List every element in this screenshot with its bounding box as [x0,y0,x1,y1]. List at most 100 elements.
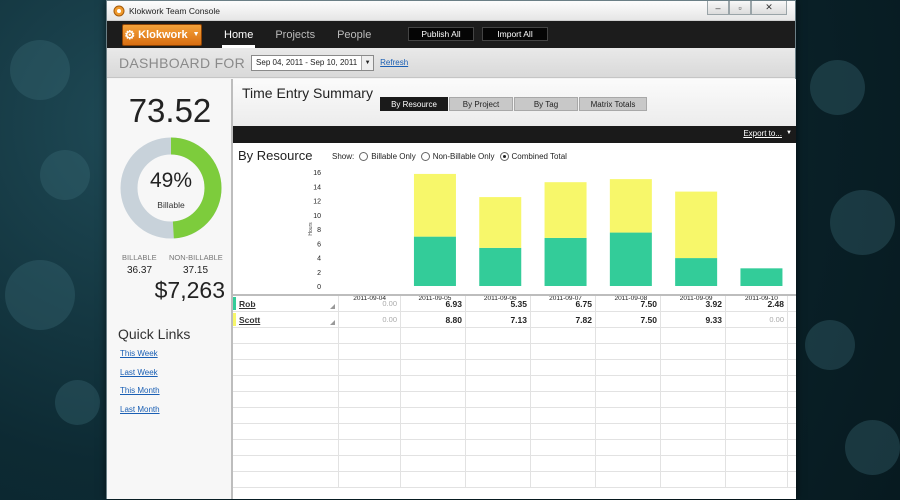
empty-table-row [233,392,796,408]
hours-bar-chart: 0 2 4 6 8 10 12 14 16 Hours 2011-09-04 2011-09-05 20… [308,170,783,302]
import-all-button[interactable]: Import All [482,27,548,41]
bar-rob [609,232,652,286]
quick-link-this-week[interactable]: This Week [120,349,158,358]
export-link[interactable]: Export to... [743,129,782,138]
table-cell [233,376,339,391]
table-cell [339,360,401,375]
x-tick-label: 2011-09-05 [419,295,452,302]
table-cell [726,344,788,359]
table-row[interactable]: Rob 0.00 6.93 5.35 6.75 7.50 3.92 2.48 [233,296,796,312]
tab-by-project[interactable]: By Project [449,97,513,111]
table-cell [466,328,531,343]
billable-amount: $7,263 [154,277,225,303]
row-label[interactable]: Rob [239,298,256,309]
billable-percent: 49% [149,169,193,192]
x-tick-label: 2011-09-10 [745,295,778,302]
nav-tab-people[interactable]: People [337,28,372,41]
date-range-select[interactable]: Sep 04, 2011 - Sep 10, 2011 ▼ [251,54,375,71]
row-name-rob[interactable]: Rob [233,296,339,311]
chevron-down-icon: ▼ [786,130,792,136]
app-icon [113,5,125,16]
table-cell [466,440,531,455]
table-cell: 9.33 [661,312,726,327]
y-tick-label: 6 [317,241,321,248]
y-tick-label: 16 [313,170,321,177]
chart-title: By Resource [238,148,313,163]
table-cell [401,456,466,471]
table-cell [596,328,661,343]
show-options: Show: Billable Only Non-Billable Only Co… [332,152,567,161]
close-button[interactable]: ✕ [751,1,787,15]
y-tick-label: 10 [313,213,321,220]
table-cell: 7.13 [466,312,531,327]
table-cell [401,392,466,407]
quick-link-this-month[interactable]: This Month [120,386,160,395]
maximize-button[interactable]: ▫ [729,1,751,15]
tab-by-tag[interactable]: By Tag [514,97,578,111]
table-cell [233,472,339,487]
table-cell [466,360,531,375]
table-cell [339,440,401,455]
expand-icon[interactable] [330,320,335,325]
empty-table-row [233,376,796,392]
billable-arc [120,137,222,239]
table-cell [596,360,661,375]
bar-rob [675,258,718,286]
table-cell [596,408,661,423]
table-cell [401,472,466,487]
y-tick-label: 12 [313,199,321,206]
table-cell [401,440,466,455]
y-tick-label: 8 [317,227,321,234]
tab-matrix-totals[interactable]: Matrix Totals [579,97,647,111]
refresh-link[interactable]: Refresh [380,58,409,67]
chevron-down-icon: ▼ [192,31,200,38]
empty-table-row [233,328,796,344]
row-label[interactable]: Scott [239,314,261,325]
table-cell [466,472,531,487]
publish-all-button[interactable]: Publish All [408,27,474,41]
quick-link-last-week[interactable]: Last Week [120,368,158,377]
expand-icon[interactable] [330,304,335,309]
chart-area: 0 2 4 6 8 10 12 14 16 Hours 2011-09-04 2011-09-05 20… [233,143,796,311]
table-cell [726,440,788,455]
table-cell [401,424,466,439]
radio-label-billable-only[interactable]: Billable Only [371,152,416,161]
minimize-button[interactable]: – [707,1,729,15]
table-cell [661,376,726,391]
klokwork-logo-menu[interactable]: ⚙ Klokwork ▼ [122,23,202,46]
y-tick-label: 2 [317,270,321,277]
table-cell [339,408,401,423]
radio-label-non-billable-only[interactable]: Non-Billable Only [432,152,495,161]
bar-rob [413,236,456,286]
empty-table-row [233,344,796,360]
top-nav: ⚙ Klokwork ▼ Home Projects People Publis… [107,21,795,48]
table-cell [531,360,596,375]
quick-link-last-month[interactable]: Last Month [120,405,160,414]
nav-tab-home[interactable]: Home [221,21,256,48]
table-cell [531,424,596,439]
radio-non-billable-only[interactable] [420,152,430,161]
series-swatch [233,313,236,326]
empty-table-row [233,360,796,376]
table-cell [466,456,531,471]
table-cell [339,456,401,471]
table-row[interactable]: Scott 0.00 8.80 7.13 7.82 7.50 9.33 0.00 [233,312,796,328]
table-cell [726,376,788,391]
tab-by-resource[interactable]: By Resource [380,97,448,111]
table-cell [466,408,531,423]
billable-label: BILLABLE [122,253,157,262]
radio-label-combined-total[interactable]: Combined Total [511,152,567,161]
y-axis-label: Hours [308,222,314,236]
table-cell [596,456,661,471]
radio-combined-total[interactable] [499,152,509,161]
quick-links-title: Quick Links [118,326,191,342]
bar-scott [609,179,652,233]
radio-billable-only[interactable] [359,152,369,161]
table-cell [531,392,596,407]
table-cell [596,392,661,407]
table-cell: 2.48 [726,296,788,311]
table-cell: 3.92 [661,296,726,311]
nav-tab-projects[interactable]: Projects [275,28,316,41]
row-name-scott[interactable]: Scott [233,312,339,327]
table-cell [596,440,661,455]
